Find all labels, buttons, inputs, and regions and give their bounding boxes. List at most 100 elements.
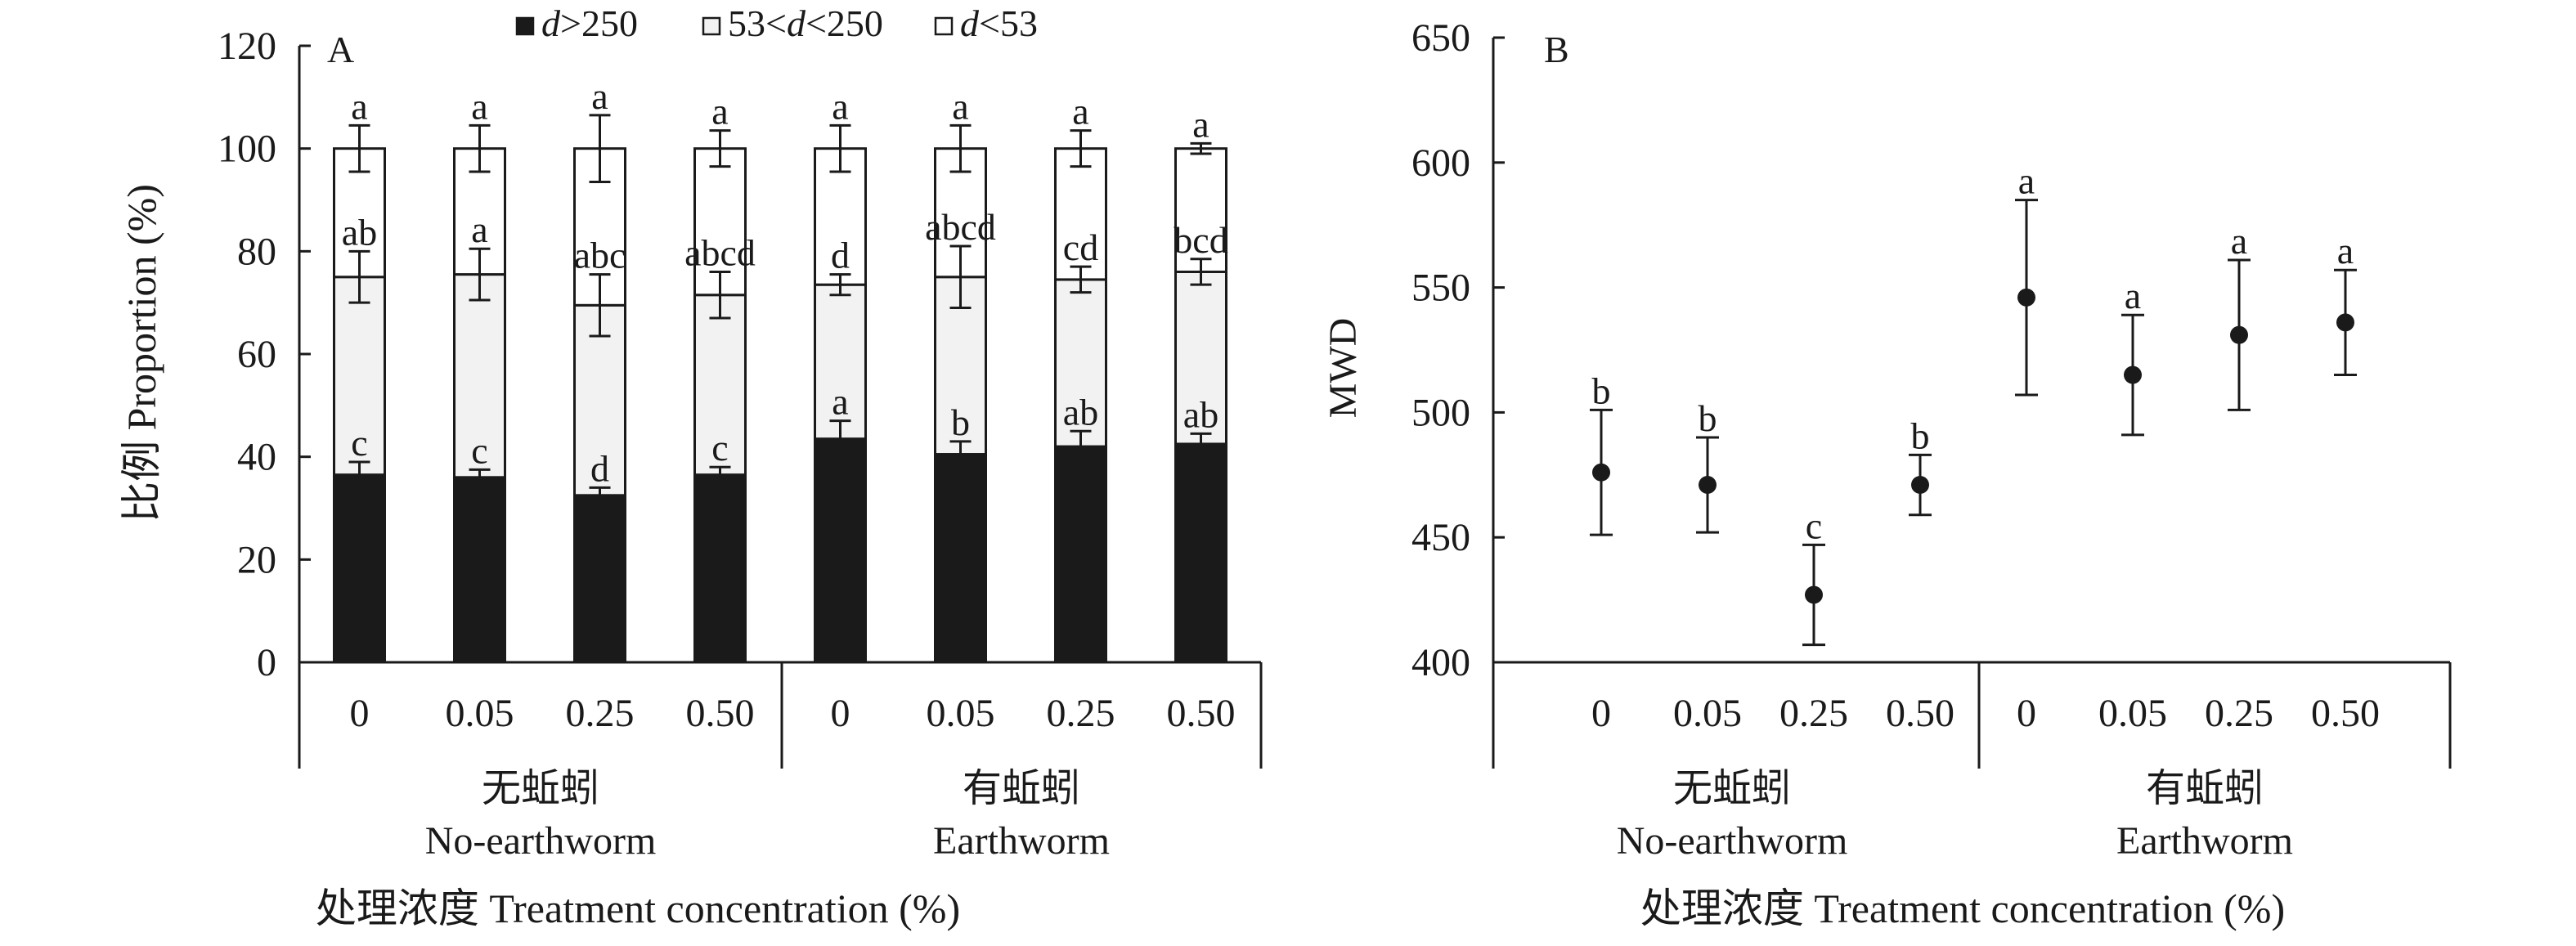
panel-b-significance-letter: a [2231, 220, 2247, 262]
panel-b-significance-letter: b [1911, 415, 1930, 456]
panel-a-significance-letter: d [590, 447, 609, 489]
panel-a-significance-letter: ab [342, 211, 377, 253]
panel-b-x-tick-label: 0.50 [2311, 692, 2380, 735]
panel-b-group-label-cn: 有蚯蚓 [2146, 767, 2264, 810]
panel-b-x-tick-label: 0.05 [2098, 692, 2167, 735]
panel-b-significance-letter: a [2337, 230, 2354, 271]
panel-b-significance-letter: a [2018, 160, 2035, 202]
panel-a-significance-letter: a [832, 85, 848, 127]
panel-a-significance-letter: abc [574, 235, 626, 276]
panel-a-label: A [327, 29, 354, 70]
panel-a-legend-swatch-0 [515, 16, 535, 36]
panel-a-y-tick-label: 100 [218, 128, 276, 171]
panel-a-significance-letter: d [831, 235, 850, 276]
panel-a-bar-d-250-5 [934, 453, 987, 664]
panel-b-data-point-4 [2017, 288, 2035, 307]
panel-a-significance-letter: a [1192, 103, 1209, 145]
panel-b-significance-letter: b [1699, 397, 1717, 439]
panel-a-significance-letter: a [832, 381, 848, 423]
panel-b-y-tick-label: 550 [1411, 267, 1470, 310]
panel-a-y-tick-label: 120 [218, 25, 276, 68]
panel-a-significance-letter: a [471, 85, 487, 127]
panel-a-y-tick-label: 20 [237, 538, 276, 581]
panel-a-bar-d-250-1 [453, 476, 506, 664]
panel-a-y-axis-label: 比例 Proportion (%) [119, 184, 164, 522]
panel-a-y-tick-label: 0 [257, 641, 276, 684]
panel-a-significance-letter: c [711, 427, 728, 469]
panel-a-significance-letter: bcd [1174, 219, 1227, 261]
panel-b-x-axis-label: 处理浓度 Treatment concentration (%) [1640, 885, 2285, 931]
panel-a-significance-letter: cd [1063, 226, 1098, 268]
panel-a-bar-d-250-2 [573, 494, 626, 664]
panel-a-group-label-en: Earthworm [933, 819, 1110, 863]
panel-a-x-tick-label: 0.05 [446, 692, 514, 735]
panel-a-significance-letter: a [471, 208, 487, 250]
panel-a-bar-53-d-250-0 [333, 276, 386, 477]
panel-a-significance-letter: c [351, 422, 367, 464]
panel-b-y-tick-label: 500 [1411, 391, 1470, 434]
panel-b-data-point-0 [1592, 463, 1610, 482]
panel-a-significance-letter: b [951, 401, 970, 443]
panel-a-legend-label-1: 53<d<250 [728, 2, 883, 44]
panel-a-bar-d-250-6 [1054, 445, 1107, 664]
panel-a-significance-letter: ab [1183, 393, 1218, 435]
panel-b-x-tick-label: 0.25 [2205, 692, 2273, 735]
panel-a-group-label-cn: 无蚯蚓 [482, 767, 599, 810]
panel-a-y-tick-label: 80 [237, 230, 276, 273]
panel-b-x-tick-label: 0.50 [1886, 692, 1954, 735]
panel-a-legend-label-0: d>250 [541, 2, 638, 44]
panel-a-y-tick-label: 40 [237, 436, 276, 479]
panel-a-bar-53-d-250-1 [453, 273, 506, 479]
panel-b-data-point-5 [2124, 365, 2142, 384]
panel-a-bar-d-250-0 [333, 473, 386, 664]
panel-a-significance-letter: a [591, 75, 608, 117]
panel-b-y-tick-label: 600 [1411, 141, 1470, 185]
panel-a-bar-d-250-4 [814, 437, 867, 664]
panel-a-bar-d-250-3 [693, 473, 747, 664]
panel-a-x-tick-label: 0.05 [927, 692, 995, 735]
panel-a-bar-53-d-250-6 [1054, 278, 1107, 448]
panel-a-group-label-cn: 有蚯蚓 [963, 767, 1080, 810]
panel-a-significance-letter: abcd [684, 231, 756, 273]
panel-a-x-tick-label: 0.25 [566, 692, 635, 735]
panel-a-significance-letter: a [711, 91, 728, 132]
panel-a-bar-d-250-7 [1174, 442, 1227, 664]
panel-a-legend-swatch-1 [702, 16, 721, 36]
panel-a-x-tick-label: 0 [831, 692, 850, 735]
panel-b-data-point-3 [1911, 476, 1929, 495]
panel-b-y-tick-label: 650 [1411, 16, 1470, 60]
panel-a-legend-label-2: d<53 [960, 2, 1038, 44]
panel-b-x-tick-label: 0 [1591, 692, 1611, 735]
panel-a-bar-53-d-250-7 [1174, 270, 1227, 446]
panel-b-x-tick-label: 0.25 [1779, 692, 1848, 735]
panel-a-group-label-en: No-earthworm [425, 819, 657, 863]
panel-b-significance-letter: b [1592, 370, 1611, 411]
panel-a-legend-swatch-2 [934, 16, 954, 36]
panel-b-data-point-6 [2230, 325, 2248, 344]
panel-a-significance-letter: a [1072, 91, 1088, 132]
panel-a-y-tick-label: 60 [237, 333, 276, 376]
panel-a-x-tick-label: 0 [350, 692, 370, 735]
panel-b-significance-letter: c [1806, 504, 1822, 546]
panel-a-significance-letter: c [471, 429, 487, 471]
panel-b-y-tick-label: 400 [1411, 641, 1470, 684]
panel-a-x-tick-label: 0.50 [686, 692, 755, 735]
panel-b-data-point-7 [2336, 313, 2354, 332]
panel-a-x-tick-label: 0.25 [1047, 692, 1115, 735]
panel-b-x-tick-label: 0 [2017, 692, 2036, 735]
panel-a-significance-letter: abcd [925, 206, 996, 248]
panel-a-significance-letter: a [351, 85, 367, 127]
panel-b-significance-letter: a [2125, 275, 2141, 316]
panel-b-group-label-en: Earthworm [2116, 819, 2293, 863]
panel-b-data-point-1 [1699, 476, 1717, 495]
panel-b-y-axis-label: MWD [1322, 318, 1365, 419]
panel-a-significance-letter: ab [1063, 391, 1098, 433]
panel-b-label: B [1544, 29, 1569, 70]
panel-b-x-tick-label: 0.05 [1673, 692, 1742, 735]
panel-a-bar-d-53-7 [1174, 147, 1227, 273]
panel-b-group-label-en: No-earthworm [1617, 819, 1848, 863]
panel-b-group-label-cn: 无蚯蚓 [1673, 767, 1791, 810]
panel-a-x-tick-label: 0.50 [1167, 692, 1236, 735]
panel-a-significance-letter: a [952, 85, 968, 127]
